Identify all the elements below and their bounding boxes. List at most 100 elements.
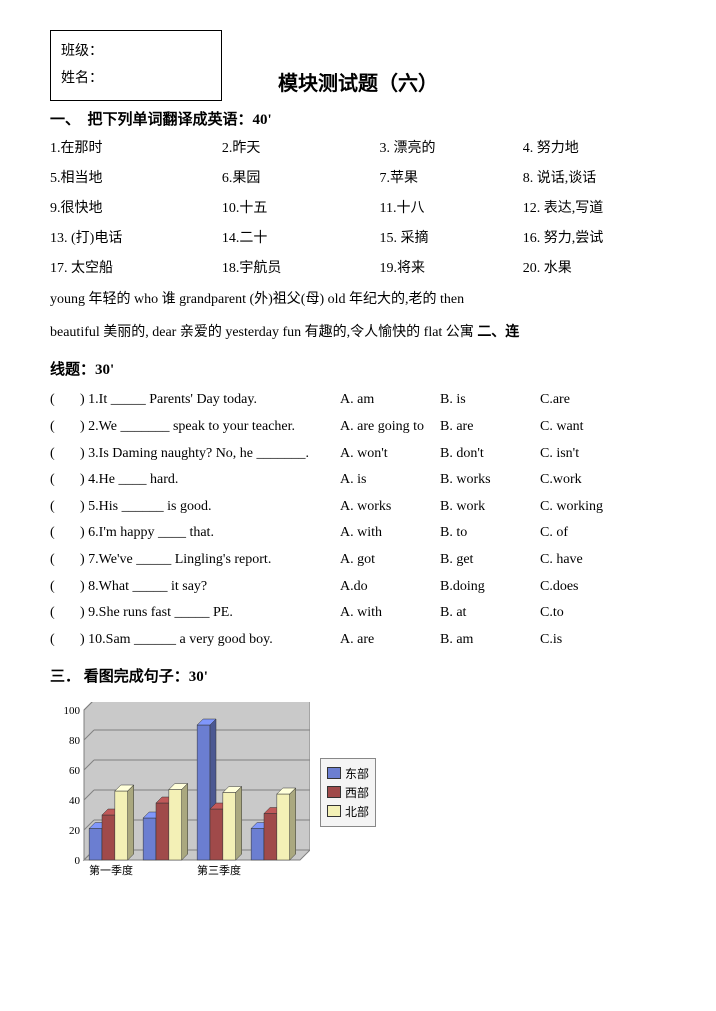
svg-text:第三季度: 第三季度 xyxy=(197,863,241,877)
vocab-item: 1.在那时 xyxy=(50,137,222,157)
legend-label: 东部 xyxy=(345,765,369,782)
section3-heading: 三． 看图完成句子：30' xyxy=(50,665,666,686)
vocab-grid: 1.在那时2.昨天3. 漂亮的4. 努力地 5.相当地6.果园7.苹果8. 说话,… xyxy=(50,137,666,277)
mcq-opt-a: A. are going to xyxy=(340,414,440,441)
mcq-opt-b: B. are xyxy=(440,414,540,441)
mcq-opt-b: B.doing xyxy=(440,574,540,601)
mcq-opt-c: C.work xyxy=(540,467,640,494)
mcq-opt-c: C. of xyxy=(540,520,640,547)
legend-row: 北部 xyxy=(327,803,369,820)
mcq-stem: ) 4.He ____ hard. xyxy=(80,467,340,494)
mcq-opt-c: C.to xyxy=(540,600,640,627)
legend-row: 西部 xyxy=(327,784,369,801)
mcq-opt-b: B. don't xyxy=(440,441,540,468)
mcq-row: () 3.Is Daming naughty? No, he _______.A… xyxy=(50,441,666,468)
mcq-opt-c: C. working xyxy=(540,494,640,521)
mcq-paren: ( xyxy=(50,414,80,441)
mcq-opt-a: A. got xyxy=(340,547,440,574)
vocab-item: 4. 努力地 xyxy=(523,137,666,157)
mcq-opt-b: B. am xyxy=(440,627,540,654)
section2-heading: 线题：30' xyxy=(50,358,666,379)
glossary-line-2-text: beautiful 美丽的, dear 亲爱的 yesterday fun 有趣… xyxy=(50,325,474,340)
mcq-stem: ) 9.She runs fast _____ PE. xyxy=(80,600,340,627)
legend-swatch xyxy=(327,786,341,798)
vocab-item: 17. 太空船 xyxy=(50,257,222,277)
mcq-opt-a: A. am xyxy=(340,387,440,414)
mcq-row: () 2.We _______ speak to your teacher.A.… xyxy=(50,414,666,441)
mcq-opt-c: C.is xyxy=(540,627,640,654)
mcq-opt-c: C. have xyxy=(540,547,640,574)
mcq-paren: ( xyxy=(50,441,80,468)
vocab-item: 13. (打)电话 xyxy=(50,227,222,247)
glossary-line-1: young 年轻的 who 谁 grandparent (外)祖父(母) old… xyxy=(50,287,666,314)
mcq-opt-a: A. works xyxy=(340,494,440,521)
mcq-stem: ) 7.We've _____ Lingling's report. xyxy=(80,547,340,574)
mcq-row: () 5.His ______ is good.A. worksB. workC… xyxy=(50,494,666,521)
vocab-item: 2.昨天 xyxy=(222,137,380,157)
mcq-opt-b: B. to xyxy=(440,520,540,547)
chart-container: 020406080100第一季度第三季度 东部西部北部 xyxy=(50,702,666,882)
vocab-item: 7.苹果 xyxy=(379,167,522,187)
mcq-opt-a: A. with xyxy=(340,600,440,627)
mcq-opt-b: B. at xyxy=(440,600,540,627)
class-label: 班级： xyxy=(61,39,211,66)
mcq-opt-b: B. is xyxy=(440,387,540,414)
svg-text:80: 80 xyxy=(69,735,81,747)
mcq-row: () 7.We've _____ Lingling's report.A. go… xyxy=(50,547,666,574)
mcq-opt-a: A. are xyxy=(340,627,440,654)
section2-inline-head: 二、连 xyxy=(477,325,519,340)
mcq-stem: ) 5.His ______ is good. xyxy=(80,494,340,521)
svg-text:0: 0 xyxy=(75,855,81,867)
svg-text:100: 100 xyxy=(64,705,81,717)
vocab-item: 3. 漂亮的 xyxy=(379,137,522,157)
mcq-row: () 6.I'm happy ____ that.A. withB. toC. … xyxy=(50,520,666,547)
svg-text:20: 20 xyxy=(69,825,81,837)
mcq-opt-c: C.does xyxy=(540,574,640,601)
mcq-stem: ) 3.Is Daming naughty? No, he _______. xyxy=(80,441,340,468)
svg-text:60: 60 xyxy=(69,765,81,777)
mcq-paren: ( xyxy=(50,494,80,521)
mcq-opt-b: B. works xyxy=(440,467,540,494)
vocab-item: 19.将来 xyxy=(379,257,522,277)
section1-heading: 一、 把下列单词翻译成英语：40' xyxy=(50,108,666,129)
vocab-item: 5.相当地 xyxy=(50,167,222,187)
mcq-row: () 8.What _____ it say?A.doB.doingC.does xyxy=(50,574,666,601)
mcq-stem: ) 2.We _______ speak to your teacher. xyxy=(80,414,340,441)
mcq-row: () 9.She runs fast _____ PE.A. withB. at… xyxy=(50,600,666,627)
mcq-stem: ) 10.Sam ______ a very good boy. xyxy=(80,627,340,654)
vocab-item: 9.很快地 xyxy=(50,197,222,217)
mcq-paren: ( xyxy=(50,547,80,574)
vocab-item: 14.二十 xyxy=(222,227,380,247)
bar-chart: 020406080100第一季度第三季度 xyxy=(50,702,310,882)
vocab-item: 6.果园 xyxy=(222,167,380,187)
mcq-opt-c: C. isn't xyxy=(540,441,640,468)
mcq-paren: ( xyxy=(50,627,80,654)
mcq-list: () 1.It _____ Parents' Day today.A. amB.… xyxy=(50,387,666,653)
mcq-paren: ( xyxy=(50,520,80,547)
mcq-opt-c: C.are xyxy=(540,387,640,414)
mcq-paren: ( xyxy=(50,574,80,601)
vocab-item: 8. 说话,谈话 xyxy=(523,167,666,187)
legend-swatch xyxy=(327,767,341,779)
mcq-stem: ) 6.I'm happy ____ that. xyxy=(80,520,340,547)
legend-swatch xyxy=(327,805,341,817)
vocab-item: 10.十五 xyxy=(222,197,380,217)
mcq-paren: ( xyxy=(50,387,80,414)
mcq-opt-a: A. won't xyxy=(340,441,440,468)
mcq-paren: ( xyxy=(50,467,80,494)
mcq-opt-c: C. want xyxy=(540,414,640,441)
vocab-item: 12. 表达,写道 xyxy=(523,197,666,217)
page-title: 模块测试题（六） xyxy=(50,67,666,96)
legend-row: 东部 xyxy=(327,765,369,782)
glossary-line-2: beautiful 美丽的, dear 亲爱的 yesterday fun 有趣… xyxy=(50,320,666,347)
mcq-row: () 1.It _____ Parents' Day today.A. amB.… xyxy=(50,387,666,414)
mcq-opt-b: B. work xyxy=(440,494,540,521)
mcq-opt-a: A. with xyxy=(340,520,440,547)
mcq-stem: ) 8.What _____ it say? xyxy=(80,574,340,601)
vocab-item: 11.十八 xyxy=(379,197,522,217)
mcq-opt-b: B. get xyxy=(440,547,540,574)
legend-label: 西部 xyxy=(345,784,369,801)
vocab-item: 20. 水果 xyxy=(523,257,666,277)
svg-text:40: 40 xyxy=(69,795,81,807)
mcq-paren: ( xyxy=(50,600,80,627)
